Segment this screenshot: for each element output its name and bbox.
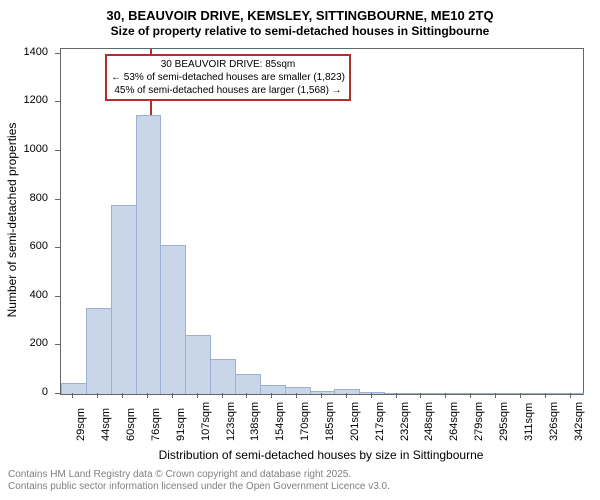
y-tick-mark <box>55 344 60 345</box>
x-tick-label: 170sqm <box>300 402 311 441</box>
y-tick-mark <box>55 296 60 297</box>
y-tick-label: 1200 <box>0 95 48 106</box>
y-tick-label: 1000 <box>0 144 48 155</box>
y-tick-label: 800 <box>0 193 48 204</box>
y-tick-mark <box>55 393 60 394</box>
histogram-bar <box>111 205 137 394</box>
histogram-bar <box>160 245 186 394</box>
x-tick-label: 342sqm <box>574 402 585 441</box>
histogram-bar <box>210 359 236 394</box>
y-tick-mark <box>55 101 60 102</box>
histogram-bar <box>285 387 311 394</box>
histogram-bar <box>359 392 385 394</box>
callout-line2: ← 53% of semi-detached houses are smalle… <box>111 71 345 84</box>
x-tick-label: 217sqm <box>375 402 386 441</box>
x-tick-label: 264sqm <box>449 402 460 441</box>
x-tick-mark <box>122 393 123 398</box>
x-tick-label: 60sqm <box>126 408 137 441</box>
x-tick-label: 326sqm <box>549 402 560 441</box>
histogram-bar <box>260 385 286 395</box>
histogram-bar <box>459 393 485 394</box>
footer-line2: Contains public sector information licen… <box>8 481 390 493</box>
histogram-bar <box>136 115 162 394</box>
x-tick-label: 138sqm <box>250 402 261 441</box>
x-tick-label: 279sqm <box>474 402 485 441</box>
x-tick-label: 123sqm <box>226 402 237 441</box>
x-tick-label: 248sqm <box>424 402 435 441</box>
x-tick-mark <box>321 393 322 398</box>
y-tick-label: 200 <box>0 338 48 349</box>
x-tick-mark <box>346 393 347 398</box>
x-tick-mark <box>545 393 546 398</box>
x-tick-mark <box>197 393 198 398</box>
histogram-bar <box>61 383 87 394</box>
x-tick-label: 107sqm <box>201 402 212 441</box>
y-tick-mark <box>55 247 60 248</box>
histogram-bar <box>434 393 460 394</box>
x-tick-label: 295sqm <box>499 402 510 441</box>
x-tick-label: 76sqm <box>151 408 162 441</box>
x-tick-mark <box>371 393 372 398</box>
y-tick-label: 600 <box>0 241 48 252</box>
x-tick-mark <box>495 393 496 398</box>
histogram-bar <box>185 335 211 394</box>
y-tick-label: 0 <box>0 387 48 398</box>
footer: Contains HM Land Registry data © Crown c… <box>8 469 390 493</box>
chart-title: 30, BEAUVOIR DRIVE, KEMSLEY, SITTINGBOUR… <box>0 0 600 24</box>
histogram-bar <box>508 393 534 394</box>
y-tick-mark <box>55 150 60 151</box>
x-tick-mark <box>396 393 397 398</box>
x-tick-label: 44sqm <box>101 408 112 441</box>
histogram-bar <box>484 393 510 394</box>
x-tick-label: 29sqm <box>76 408 87 441</box>
x-tick-label: 201sqm <box>350 402 361 441</box>
histogram-bar <box>334 389 360 394</box>
x-tick-mark <box>296 393 297 398</box>
x-tick-mark <box>470 393 471 398</box>
x-tick-label: 154sqm <box>275 402 286 441</box>
x-tick-mark <box>420 393 421 398</box>
x-tick-label: 232sqm <box>400 402 411 441</box>
chart-container: 30, BEAUVOIR DRIVE, KEMSLEY, SITTINGBOUR… <box>0 0 600 500</box>
chart-subtitle: Size of property relative to semi-detach… <box>0 24 600 38</box>
x-tick-mark <box>222 393 223 398</box>
x-tick-mark <box>246 393 247 398</box>
x-tick-mark <box>97 393 98 398</box>
x-tick-mark <box>271 393 272 398</box>
x-tick-mark <box>172 393 173 398</box>
histogram-bar <box>235 374 261 394</box>
x-tick-mark <box>147 393 148 398</box>
x-tick-label: 91sqm <box>176 408 187 441</box>
y-tick-mark <box>55 53 60 54</box>
y-axis-label: Number of semi-detached properties <box>5 70 19 370</box>
callout-box: 30 BEAUVOIR DRIVE: 85sqm ← 53% of semi-d… <box>105 54 351 101</box>
x-axis-label: Distribution of semi-detached houses by … <box>60 448 582 462</box>
footer-line1: Contains HM Land Registry data © Crown c… <box>8 469 390 481</box>
callout-line1: 30 BEAUVOIR DRIVE: 85sqm <box>111 58 345 71</box>
histogram-bar <box>533 393 559 394</box>
histogram-bar <box>86 308 112 394</box>
histogram-bar <box>558 393 584 394</box>
histogram-bar <box>409 393 435 394</box>
histogram-bar <box>310 391 336 394</box>
callout-line3: 45% of semi-detached houses are larger (… <box>111 84 345 97</box>
histogram-bar <box>384 393 410 394</box>
y-tick-label: 400 <box>0 290 48 301</box>
y-tick-mark <box>55 199 60 200</box>
x-tick-mark <box>445 393 446 398</box>
x-tick-label: 185sqm <box>325 402 336 441</box>
x-tick-mark <box>520 393 521 398</box>
x-tick-label: 311sqm <box>524 403 535 441</box>
x-tick-mark <box>72 393 73 398</box>
x-tick-mark <box>570 393 571 398</box>
y-tick-label: 1400 <box>0 47 48 58</box>
